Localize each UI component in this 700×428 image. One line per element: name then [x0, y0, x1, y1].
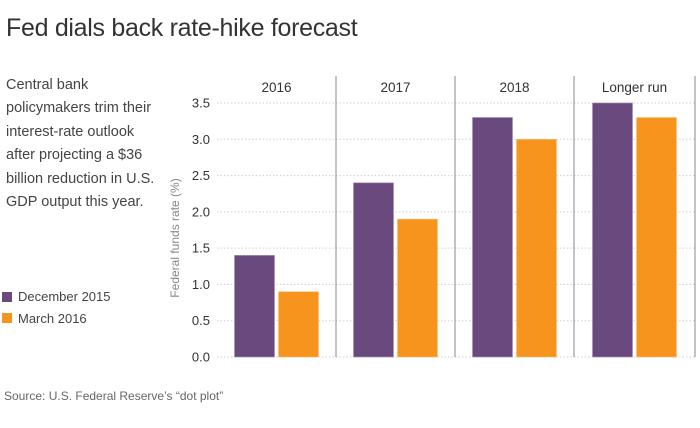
bar-march-2016-longer-run — [636, 117, 677, 358]
legend: December 2015 March 2016 — [2, 286, 111, 329]
y-tick-label: 1.5 — [192, 241, 210, 256]
category-label: 2016 — [261, 80, 291, 95]
bar-march-2016-2017 — [397, 218, 438, 358]
y-tick-label: 2.5 — [192, 168, 210, 183]
y-tick-label: 2.0 — [192, 204, 210, 219]
legend-swatch-december-2015 — [2, 291, 12, 302]
legend-swatch-march-2016 — [2, 313, 12, 324]
bars — [234, 102, 677, 358]
bar-december-2015-longer-run — [592, 102, 633, 358]
bar-december-2015-2017 — [353, 182, 394, 358]
category-label: 2018 — [499, 80, 529, 95]
y-axis-ticks: 0.0 0.5 1.0 1.5 2.0 2.5 3.0 3.5 — [192, 96, 210, 365]
y-axis-label: Federal funds rate (%) — [168, 178, 182, 297]
y-tick-label: 1.0 — [192, 277, 210, 292]
bar-march-2016-2018 — [516, 138, 557, 358]
category-label: Longer run — [602, 80, 667, 95]
bar-march-2016-2016 — [278, 291, 319, 358]
chart-title: Fed dials back rate-hike forecast — [6, 14, 358, 42]
panel-dividers — [335, 76, 696, 357]
gridlines — [217, 102, 695, 358]
y-tick-label: 3.5 — [192, 96, 210, 111]
panel-labels: 2016 2017 2018 Longer run — [261, 80, 667, 95]
bar-december-2015-2018 — [472, 117, 513, 358]
y-tick-label: 0.0 — [192, 350, 210, 365]
legend-item-march-2016: March 2016 — [2, 308, 111, 330]
bar-december-2015-2016 — [234, 255, 275, 358]
y-tick-label: 3.0 — [192, 132, 210, 147]
chart-description: Central bank policymakers trim their int… — [6, 77, 155, 211]
legend-item-december-2015: December 2015 — [2, 286, 111, 308]
source-note: Source: U.S. Federal Reserve’s “dot plot… — [4, 389, 224, 403]
legend-label: March 2016 — [18, 310, 87, 326]
legend-label: December 2015 — [18, 289, 111, 305]
category-label: 2017 — [380, 80, 410, 95]
y-tick-label: 0.5 — [192, 313, 210, 328]
